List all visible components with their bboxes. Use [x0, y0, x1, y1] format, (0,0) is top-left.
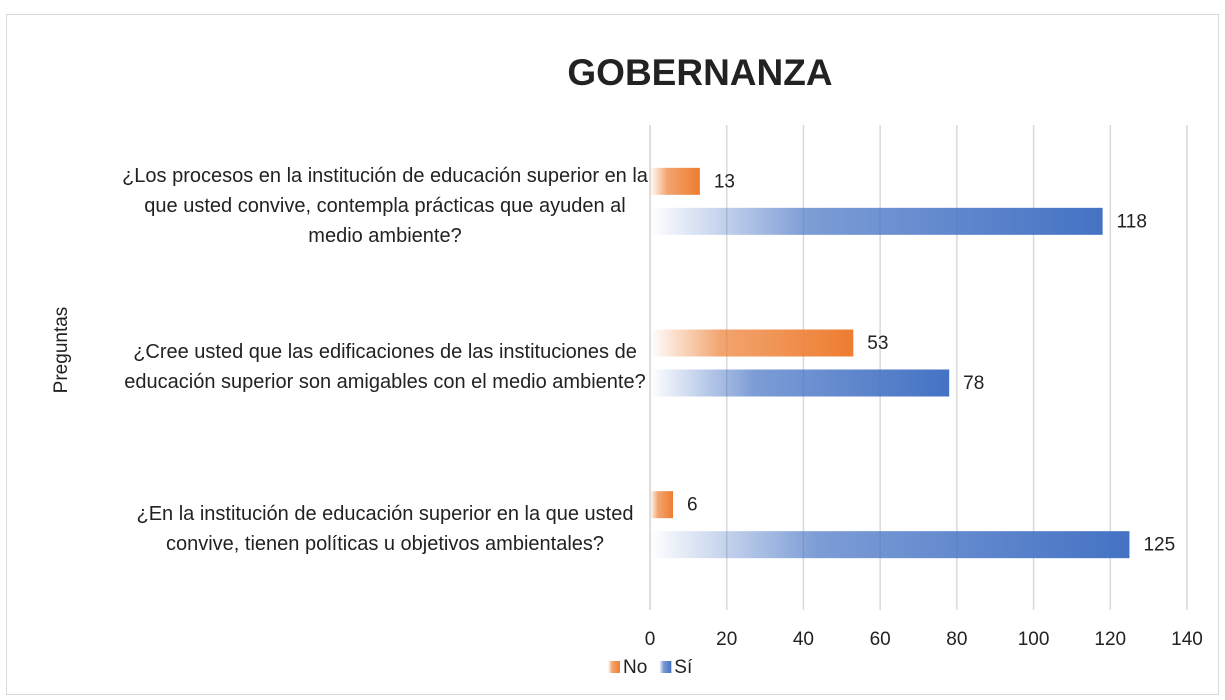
- x-tick-label: 100: [1018, 629, 1050, 650]
- legend-label: No: [623, 657, 647, 678]
- y-axis-label: Preguntas: [51, 307, 72, 394]
- x-tick-label: 40: [793, 629, 814, 650]
- legend-swatch: [659, 661, 672, 673]
- x-tick-label: 120: [1094, 629, 1126, 650]
- data-label: 118: [1117, 211, 1147, 232]
- chart-title: GOBERNANZA: [567, 52, 832, 93]
- y-tick-label: ¿Cree usted que las edificaciones de las…: [124, 341, 646, 394]
- bar: [650, 207, 1103, 235]
- bar: [650, 369, 950, 397]
- category-label-box: ¿En la institución de educación superior…: [136, 503, 634, 556]
- data-label: 125: [1143, 535, 1175, 556]
- bar: [650, 167, 700, 195]
- bar: [650, 329, 854, 357]
- data-label: 53: [867, 333, 888, 354]
- x-tick-label: 140: [1171, 629, 1203, 650]
- x-tick-label: 80: [946, 629, 967, 650]
- bar: [650, 491, 674, 519]
- chart-border: [6, 14, 1219, 695]
- data-label: 6: [687, 495, 698, 516]
- category-label-box: ¿Cree usted que las edificaciones de las…: [124, 341, 646, 394]
- x-tick-label: 20: [716, 629, 737, 650]
- bar: [650, 531, 1130, 559]
- y-tick-label: ¿En la institución de educación superior…: [136, 503, 634, 556]
- data-label: 13: [714, 171, 735, 192]
- x-tick-label: 60: [870, 629, 891, 650]
- data-label: 78: [963, 373, 984, 394]
- category-label-box: ¿Los procesos en la institución de educa…: [122, 164, 648, 247]
- y-tick-label: ¿Los procesos en la institución de educa…: [122, 164, 648, 247]
- x-tick-label: 0: [645, 629, 656, 650]
- legend-swatch: [608, 661, 620, 673]
- legend-label: Sí: [674, 657, 693, 678]
